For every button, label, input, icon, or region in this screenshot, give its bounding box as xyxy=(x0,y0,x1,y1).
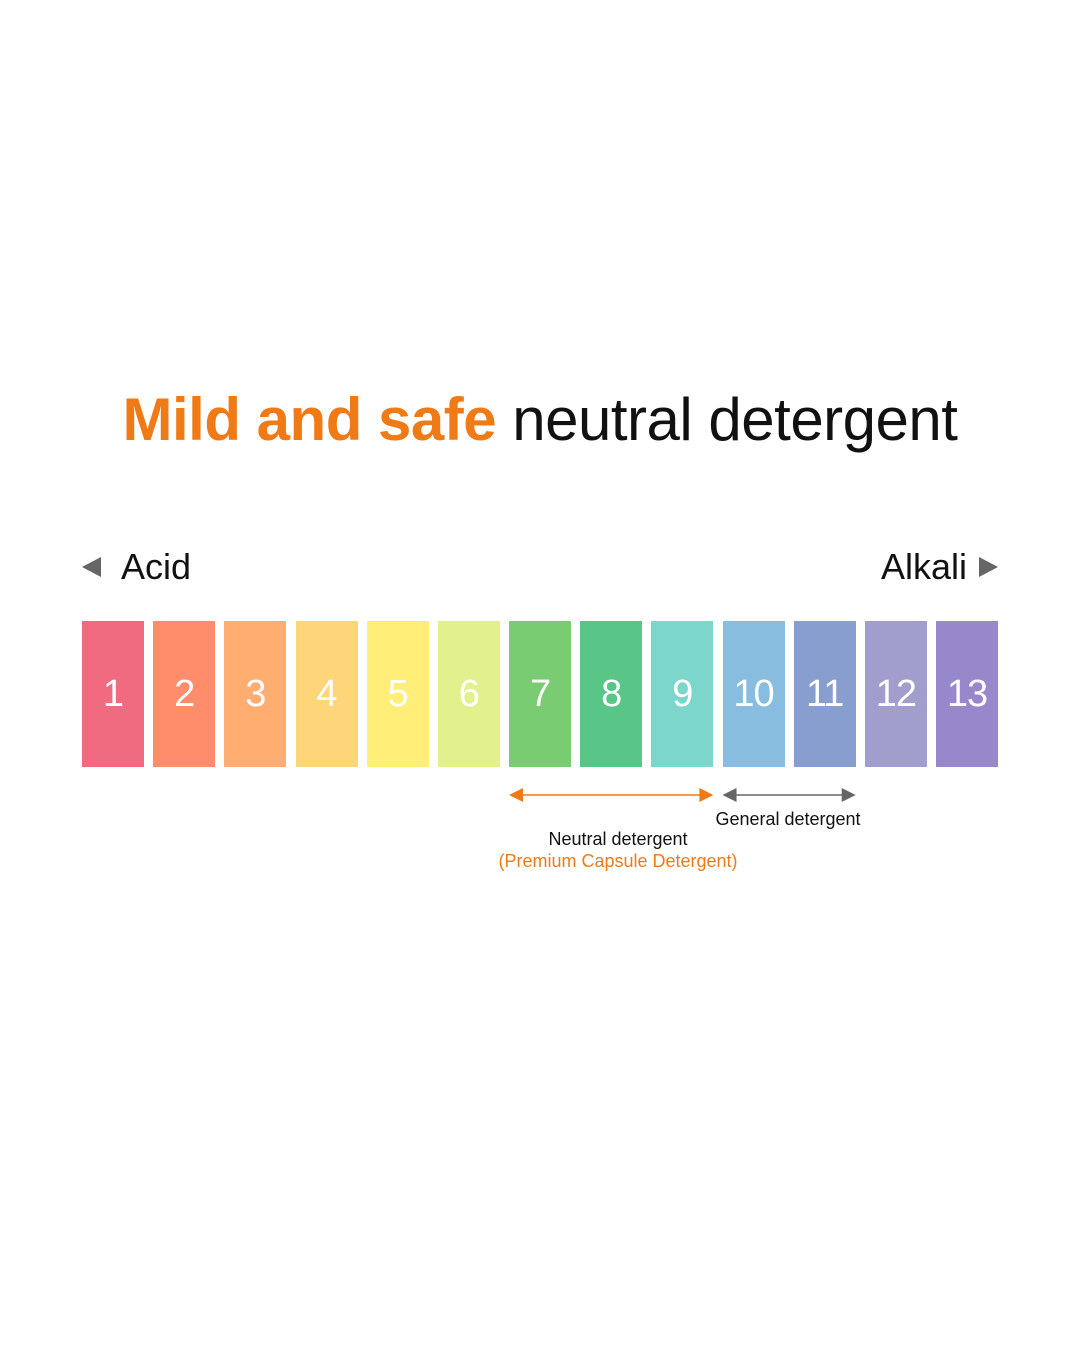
ph-scale: 1 2 3 4 5 6 7 8 9 10 11 12 13 xyxy=(82,621,999,767)
ph-cell-1: 1 xyxy=(82,621,144,767)
ph-cell-3: 3 xyxy=(224,621,287,767)
right-triangle-icon xyxy=(979,557,998,577)
alkali-label: Alkali xyxy=(880,546,967,587)
general-detergent-caption: General detergent xyxy=(688,808,888,830)
ph-cell-5: 5 xyxy=(366,621,429,767)
ph-cell-2: 2 xyxy=(153,621,216,767)
ph-cell-7: 7 xyxy=(509,621,572,767)
ph-cell-4: 4 xyxy=(295,621,358,767)
ph-cell-12: 12 xyxy=(864,621,927,767)
ph-cell-6: 6 xyxy=(437,621,500,767)
page-title: Mild and safe neutral detergent xyxy=(0,382,1080,458)
title-rest: neutral detergent xyxy=(512,386,958,453)
ph-cell-10: 10 xyxy=(722,621,785,767)
range-indicators xyxy=(509,788,856,802)
neutral-detergent-caption: Neutral detergent (Premium Capsule Deter… xyxy=(468,828,768,872)
general-range-left-arrowhead-icon xyxy=(722,788,737,802)
alkali-label-group: Alkali xyxy=(881,544,998,590)
acid-label-group: Acid xyxy=(82,544,191,590)
general-detergent-label: General detergent xyxy=(715,809,861,829)
ph-cell-9: 9 xyxy=(651,621,714,767)
title-highlight: Mild and safe xyxy=(122,386,497,453)
neutral-range-right-arrowhead-icon xyxy=(699,788,714,802)
ph-cell-8: 8 xyxy=(580,621,643,767)
general-range-right-arrowhead-icon xyxy=(841,788,856,802)
acid-label: Acid xyxy=(121,546,192,587)
ph-cell-13: 13 xyxy=(936,621,999,767)
left-triangle-icon xyxy=(82,557,101,577)
neutral-detergent-label: Neutral detergent xyxy=(548,829,688,849)
premium-capsule-label: (Premium Capsule Detergent) xyxy=(498,851,738,871)
neutral-range-left-arrowhead-icon xyxy=(509,788,524,802)
ph-cell-11: 11 xyxy=(793,621,856,767)
